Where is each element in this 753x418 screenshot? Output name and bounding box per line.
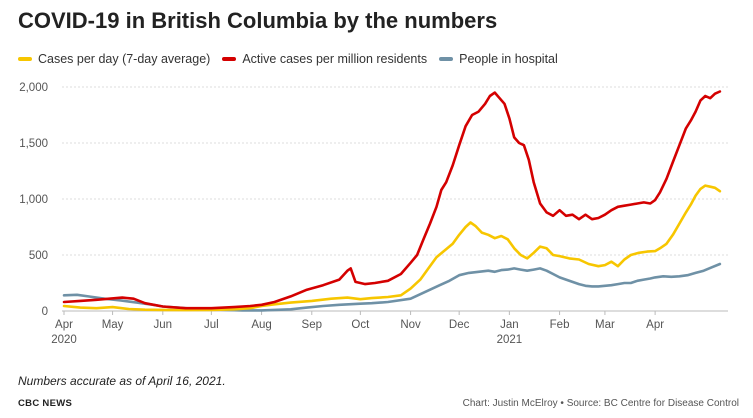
legend: Cases per day (7-day average) Active cas… bbox=[18, 52, 570, 66]
x-tick-label: Nov bbox=[400, 319, 421, 331]
x-tick-label: Jun bbox=[154, 319, 173, 331]
x-tick-label: May bbox=[102, 319, 124, 331]
legend-item-hospital: People in hospital bbox=[439, 52, 558, 66]
y-tick-label: 2,000 bbox=[19, 82, 48, 94]
series-line-cases-per-day-7-day-average bbox=[62, 184, 722, 312]
accuracy-note: Numbers accurate as of April 16, 2021. bbox=[18, 374, 226, 388]
legend-swatch-active bbox=[222, 57, 237, 61]
x-tick-label: Jan bbox=[500, 319, 519, 331]
legend-item-cases: Cases per day (7-day average) bbox=[18, 52, 210, 66]
y-tick-label: 1,500 bbox=[19, 138, 48, 150]
x-tick-label: Feb bbox=[550, 319, 570, 331]
chart-credit: Chart: Justin McElroy • Source: BC Centr… bbox=[462, 398, 739, 409]
series-line-people-in-hospital bbox=[62, 262, 722, 312]
x-tick-label: Jul bbox=[204, 319, 219, 331]
legend-swatch-cases bbox=[18, 57, 32, 61]
legend-label-cases: Cases per day (7-day average) bbox=[38, 52, 211, 66]
x-tick-label: Oct bbox=[351, 319, 370, 331]
x-tick-labels: Apr 2020 May Jun Jul Aug Sep Oct Nov Dec Jan 2021 Fe… bbox=[51, 311, 664, 346]
x-tick-label: Sep bbox=[302, 319, 322, 331]
x-tick-label: Apr bbox=[55, 319, 73, 331]
legend-label-hospital: People in hospital bbox=[459, 52, 558, 66]
series-lines bbox=[62, 90, 722, 312]
y-tick-label: 500 bbox=[29, 250, 48, 262]
legend-swatch-hospital bbox=[439, 57, 454, 61]
legend-item-active: Active cases per million residents bbox=[222, 52, 427, 66]
x-tick-year-label: 2020 bbox=[51, 334, 77, 346]
y-tick-label: 1,000 bbox=[19, 194, 48, 206]
x-tick-label: Dec bbox=[449, 319, 470, 331]
y-tick-labels: 0 500 1,000 1,500 2,000 bbox=[19, 82, 48, 318]
chart-title: COVID-19 in British Columbia by the numb… bbox=[18, 8, 498, 33]
brand-logo: CBC NEWS bbox=[18, 398, 73, 409]
legend-label-active: Active cases per million residents bbox=[242, 52, 428, 66]
x-tick-year-label: 2021 bbox=[497, 334, 523, 346]
x-tick-label: Mar bbox=[595, 319, 615, 331]
x-tick-label: Aug bbox=[251, 319, 271, 331]
x-tick-label: Apr bbox=[646, 319, 664, 331]
y-tick-label: 0 bbox=[42, 306, 48, 318]
series-line-active-cases-per-million-residents bbox=[62, 90, 722, 310]
